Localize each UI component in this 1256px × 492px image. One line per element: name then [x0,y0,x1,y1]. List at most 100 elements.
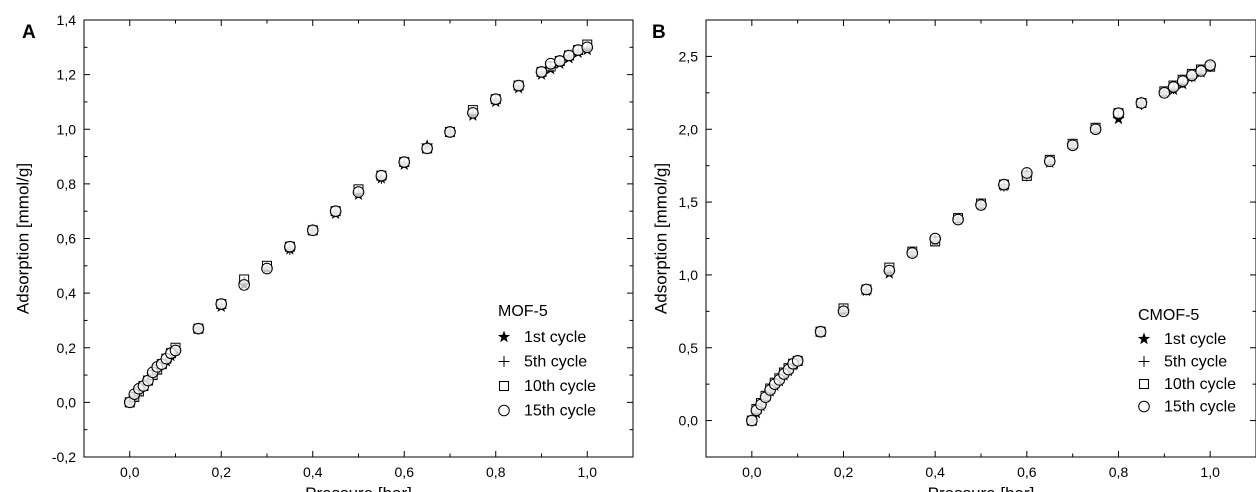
data-point-circle [215,298,228,310]
x-tick-label: 0,6 [1017,464,1037,480]
legend-title-a: MOF-5 [498,303,548,320]
y-tick-label: 1,0 [679,267,699,283]
x-tick-label: 0,4 [925,464,945,480]
x-tick-label: 0,6 [395,464,415,480]
data-point-circle [952,213,964,226]
legend-marker-star [1137,332,1151,345]
data-point-circle [489,93,502,106]
x-tick-label: 0,2 [834,464,854,480]
data-point-circle [998,178,1010,191]
y-axis-title-b: Adsorption [mmol/g] [651,163,670,314]
legend-marker-star [497,330,511,343]
data-point-circle [1112,107,1125,120]
y-tick-label: 0,4 [57,285,77,301]
y-tick-label: 0,5 [679,340,699,356]
data-point-circle [238,279,250,291]
data-point-circle [261,262,273,275]
x-tick-label: 0,0 [742,464,762,480]
legend-title-b: CMOF-5 [1138,307,1199,324]
data-point-circle [1066,139,1079,152]
data-point-circle [746,414,758,427]
legend-marker-plus [498,356,510,367]
legend-marker-plus [1138,356,1150,367]
legend-label: 1st cycle [524,329,586,346]
data-point-circle [512,79,525,92]
y-tick-label: 0,8 [57,176,77,192]
x-axis-title-a: Pressure [bar] [305,484,412,492]
y-tick-label: 1,4 [57,12,77,28]
data-point-circle [860,283,873,296]
legend-label: 10th cycle [1164,376,1236,393]
x-tick-label: 1,0 [1200,464,1220,480]
data-point-circle [329,205,342,217]
y-axis-title-a: Adsorption [mmol/g] [13,163,32,314]
ticks-a: 0,0 0,2 0,4 0,6 0,8 1,0 -0,2 0,0 0,2 0,4 0,6 0,8 1,0… [52,12,634,480]
legend-label: 5th cycle [1164,354,1227,371]
data-point-circle [398,156,411,168]
data-point-circle [169,344,182,357]
data-point-circle [375,169,388,182]
x-axis-title-b: Pressure [bar] [928,484,1035,492]
legend-marker-square [499,381,509,391]
x-tick-label: 0,8 [486,464,506,480]
x-tick-label: 0,4 [303,464,323,480]
y-tick-label: -0,2 [52,449,76,465]
data-point-circle [1089,123,1102,136]
data-point-circle [284,240,296,253]
legend-label: 5th cycle [524,354,587,371]
legend-marker-square [1139,379,1149,389]
data-point-circle [444,126,456,138]
data-point-circle [581,41,594,54]
data-point-circle [1204,59,1216,71]
legend-label: 15th cycle [1164,399,1236,416]
x-tick-label: 1,0 [578,464,598,480]
data-point-circle [306,224,319,237]
data-point-circle [352,186,365,198]
legend-a: MOF-5 1st cycle 5th cycle 10th cycle 15th c… [497,303,596,420]
legend-label: 15th cycle [524,403,596,420]
ticks-b: 0,0 0,2 0,4 0,6 0,8 1,0 0,0 0,5 1,0 1,5 2,0 2,5 [679,19,1256,480]
data-point-circle [192,322,205,335]
data-point-circle [1043,155,1056,168]
data-point-circle [1021,167,1033,179]
panel-a: A 0,0 0,2 0,4 0,6 0,8 1,0 -0,2 0,0 0,2 0,4 0,6 0,8 1… [13,12,634,492]
data-point-circle [421,142,433,155]
y-tick-label: 1,0 [57,121,77,137]
legend-marker-circle [498,404,510,417]
y-tick-label: 0,2 [57,340,77,356]
x-tick-label: 0,2 [212,464,232,480]
panel-letter-b: B [652,22,666,43]
data-point-circle [814,325,827,338]
y-tick-label: 1,2 [57,67,77,83]
legend-label: 10th cycle [524,378,596,395]
data-point-circle [975,199,987,211]
marks-a [123,39,594,409]
data-point-circle [554,55,566,67]
data-point-circle [837,305,850,318]
panel-letter-a: A [22,22,36,43]
data-point-circle [563,49,575,62]
y-tick-label: 0,0 [57,394,77,410]
data-point-circle [1158,87,1171,99]
data-point-circle [1186,69,1198,82]
y-tick-label: 0,0 [679,413,699,429]
panel-b: B 0,0 0,2 0,4 0,6 0,8 1,0 0,0 0,5 1,0 1,5 2,0 2,5 P… [651,19,1256,492]
data-point-circle [929,232,941,245]
y-tick-label: 0,6 [57,231,77,247]
x-tick-label: 0,8 [1109,464,1129,480]
y-tick-label: 1,5 [679,194,699,210]
data-point-circle [1195,65,1207,77]
legend-b: CMOF-5 1st cycle 5th cycle 10th cycle 15th … [1137,307,1236,416]
data-point-circle [791,355,804,367]
legend-marker-circle [1138,400,1150,413]
legend-label: 1st cycle [1164,331,1226,348]
data-point-circle [1167,81,1180,93]
data-point-circle [1135,97,1148,109]
marks-b [745,59,1217,427]
y-tick-label: 2,0 [679,121,699,137]
data-point-circle [883,264,896,277]
data-point-circle [535,66,548,78]
y-tick-label: 2,5 [679,48,699,64]
data-point-circle [467,107,479,119]
